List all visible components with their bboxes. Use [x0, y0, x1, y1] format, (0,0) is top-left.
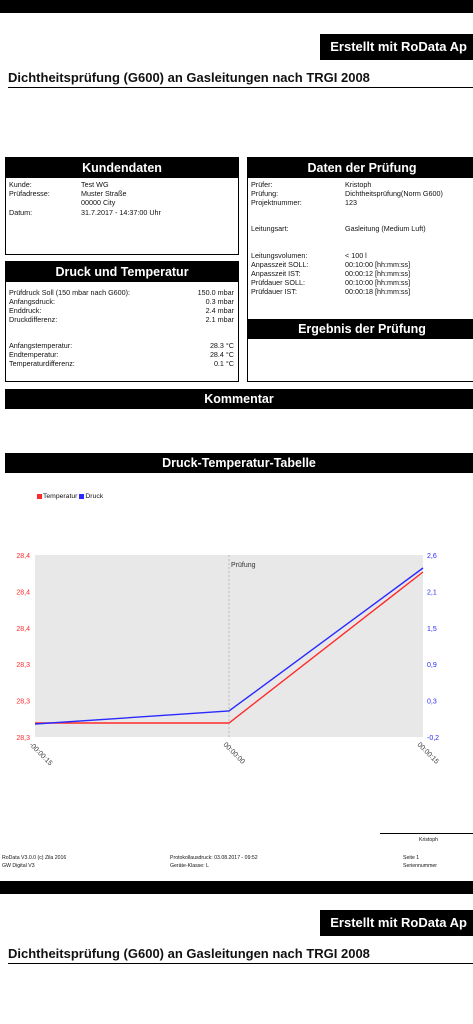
chart-legend: Temperatur Druck — [37, 493, 103, 500]
legend-swatch-temperatur — [37, 494, 42, 499]
kunde-label: Kunde: — [9, 180, 32, 189]
signature-name: Kristoph — [419, 837, 439, 843]
pruefdauer-ist-label: Prüfdauer IST: — [251, 287, 297, 296]
footer-serial: Seriennummer — [403, 863, 438, 869]
projektnummer-value: 123 — [345, 198, 357, 207]
legend-label-druck: Druck — [85, 493, 104, 500]
pruefdruck-soll-label: Prüfdruck Soll (150 mbar nach G600): — [9, 288, 131, 297]
x-tick-2: 00:00:15 — [416, 741, 440, 765]
document-title-page2: Dichtheitsprüfung (G600) an Gasleitungen… — [8, 946, 370, 961]
kundendaten-heading: Kundendaten — [6, 158, 238, 178]
projektnummer-label: Projektnummer: — [251, 198, 302, 207]
pruefdauer-soll-label: Prüfdauer SOLL: — [251, 278, 305, 287]
plot-area — [35, 555, 423, 737]
ergebnis-heading: Ergebnis der Prüfung — [247, 319, 473, 339]
y-right-tick-1: 2,1 — [427, 589, 437, 596]
y-left-tick-5: 28,3 — [16, 735, 30, 742]
kommentar-heading: Kommentar — [5, 389, 473, 409]
kundendaten-box: Kundendaten Kunde: Test WG Prüfadresse: … — [5, 157, 239, 255]
temperaturdifferenz-value: 0.1 °C — [213, 359, 234, 368]
anfangsdruck-label: Anfangsdruck: — [9, 297, 55, 306]
legend-label-temperatur: Temperatur — [43, 493, 78, 500]
anfangsdruck-value: 0.3 mbar — [205, 297, 234, 306]
y-right-tick-3: 0,9 — [427, 662, 437, 669]
y-right-tick-0: 2,6 — [427, 553, 437, 560]
page-separator-bar — [0, 881, 473, 894]
brand-banner-page2: Erstellt mit RoData Ap — [320, 910, 473, 936]
title-underline — [8, 87, 473, 88]
y-left-tick-3: 28,3 — [16, 662, 30, 669]
y-right-tick-2: 1,5 — [427, 626, 437, 633]
footer-device: GW Digital V3 — [2, 863, 35, 869]
series-line-temperatur — [35, 571, 424, 724]
brand-banner: Erstellt mit RoData Ap — [320, 34, 473, 60]
anpasszeit-ist-label: Anpasszeit IST: — [251, 269, 301, 278]
anpasszeit-soll-value: 00:10:00 [hh:mm:ss] — [345, 260, 411, 269]
druckdifferenz-label: Druckdifferenz: — [9, 315, 58, 324]
pruefadresse-street: Muster Straße — [81, 189, 127, 198]
document-title: Dichtheitsprüfung (G600) an Gasleitungen… — [8, 70, 370, 85]
y-left-tick-4: 28,3 — [16, 699, 30, 706]
druck-temperatur-box: Druck und Temperatur Prüfdruck Soll (150… — [5, 261, 239, 382]
pruefadresse-label: Prüfadresse: — [9, 189, 50, 198]
annotation-pruefung: Prüfung — [231, 562, 256, 569]
leitungsvolumen-label: Leitungsvolumen: — [251, 251, 308, 260]
daten-pruefung-box: Daten der Prüfung Prüfer: Kristoph Prüfu… — [247, 157, 473, 382]
enddruck-label: Enddruck: — [9, 306, 42, 315]
y-right-tick-4: 0,3 — [427, 699, 437, 706]
pruefung-value: Dichtheitsprüfung(Norm G600) — [345, 189, 443, 198]
druck-temperatur-chart: Prüfung 28,4 28,4 28,4 28,3 28,3 28,3 2,6 2,1 1,5… — [16, 553, 440, 767]
footer-device-class: Geräte-Klasse: L — [170, 863, 209, 869]
enddruck-value: 2.4 mbar — [205, 306, 234, 315]
anfangstemperatur-label: Anfangstemperatur: — [9, 341, 73, 350]
druck-temperatur-heading: Druck und Temperatur — [6, 262, 238, 282]
anpasszeit-ist-value: 00:00:12 [hh:mm:ss] — [345, 269, 411, 278]
pruefdauer-soll-value: 00:10:00 [hh:mm:ss] — [345, 278, 411, 287]
kunde-value: Test WG — [81, 180, 109, 189]
series-line-druck — [34, 567, 424, 725]
datum-value: 31.7.2017 - 14:37:00 Uhr — [81, 208, 161, 217]
datum-label: Datum: — [9, 208, 33, 217]
legend-swatch-druck — [79, 494, 85, 499]
x-tick-0: -00:00:15 — [28, 741, 54, 767]
pruefadresse-city: 00000 City — [81, 198, 116, 207]
footer-app-version: RoData V3.0.0 (c) Zila 2016 — [2, 855, 67, 861]
temperaturdifferenz-label: Temperaturdifferenz: — [9, 359, 75, 368]
y-left-tick-2: 28,4 — [16, 626, 30, 633]
endtemperatur-label: Endtemperatur: — [9, 350, 59, 359]
pruefer-label: Prüfer: — [251, 180, 273, 189]
leitungsart-value: Gasleitung (Medium Luft) — [345, 224, 426, 233]
chart-section-heading: Druck-Temperatur-Tabelle — [5, 453, 473, 473]
endtemperatur-value: 28.4 °C — [209, 350, 234, 359]
pruefer-value: Kristoph — [345, 180, 372, 189]
pruefdauer-ist-value: 00:00:18 [hh:mm:ss] — [345, 287, 411, 296]
pruefdruck-soll-value: 150.0 mbar — [197, 288, 234, 297]
title-underline-page2 — [8, 963, 473, 964]
leitungsart-label: Leitungsart: — [251, 224, 289, 233]
y-left-tick-0: 28,4 — [16, 553, 30, 560]
footer-print-date: Protokollausdruck: 03.08.2017 - 09:52 — [170, 855, 258, 861]
signature-line — [380, 833, 473, 834]
leitungsvolumen-value: < 100 l — [345, 251, 367, 260]
top-black-bar — [0, 0, 473, 13]
anfangstemperatur-value: 28.3 °C — [209, 341, 234, 350]
x-tick-1: 00:00:00 — [222, 741, 246, 765]
pruefung-label: Prüfung: — [251, 189, 279, 198]
y-left-tick-1: 28,4 — [16, 589, 30, 596]
daten-pruefung-heading: Daten der Prüfung — [248, 158, 473, 178]
footer-page: Seite 1 — [403, 855, 420, 861]
anpasszeit-soll-label: Anpasszeit SOLL: — [251, 260, 309, 269]
druckdifferenz-value: 2.1 mbar — [205, 315, 234, 324]
y-right-tick-5: -0,2 — [427, 735, 439, 742]
